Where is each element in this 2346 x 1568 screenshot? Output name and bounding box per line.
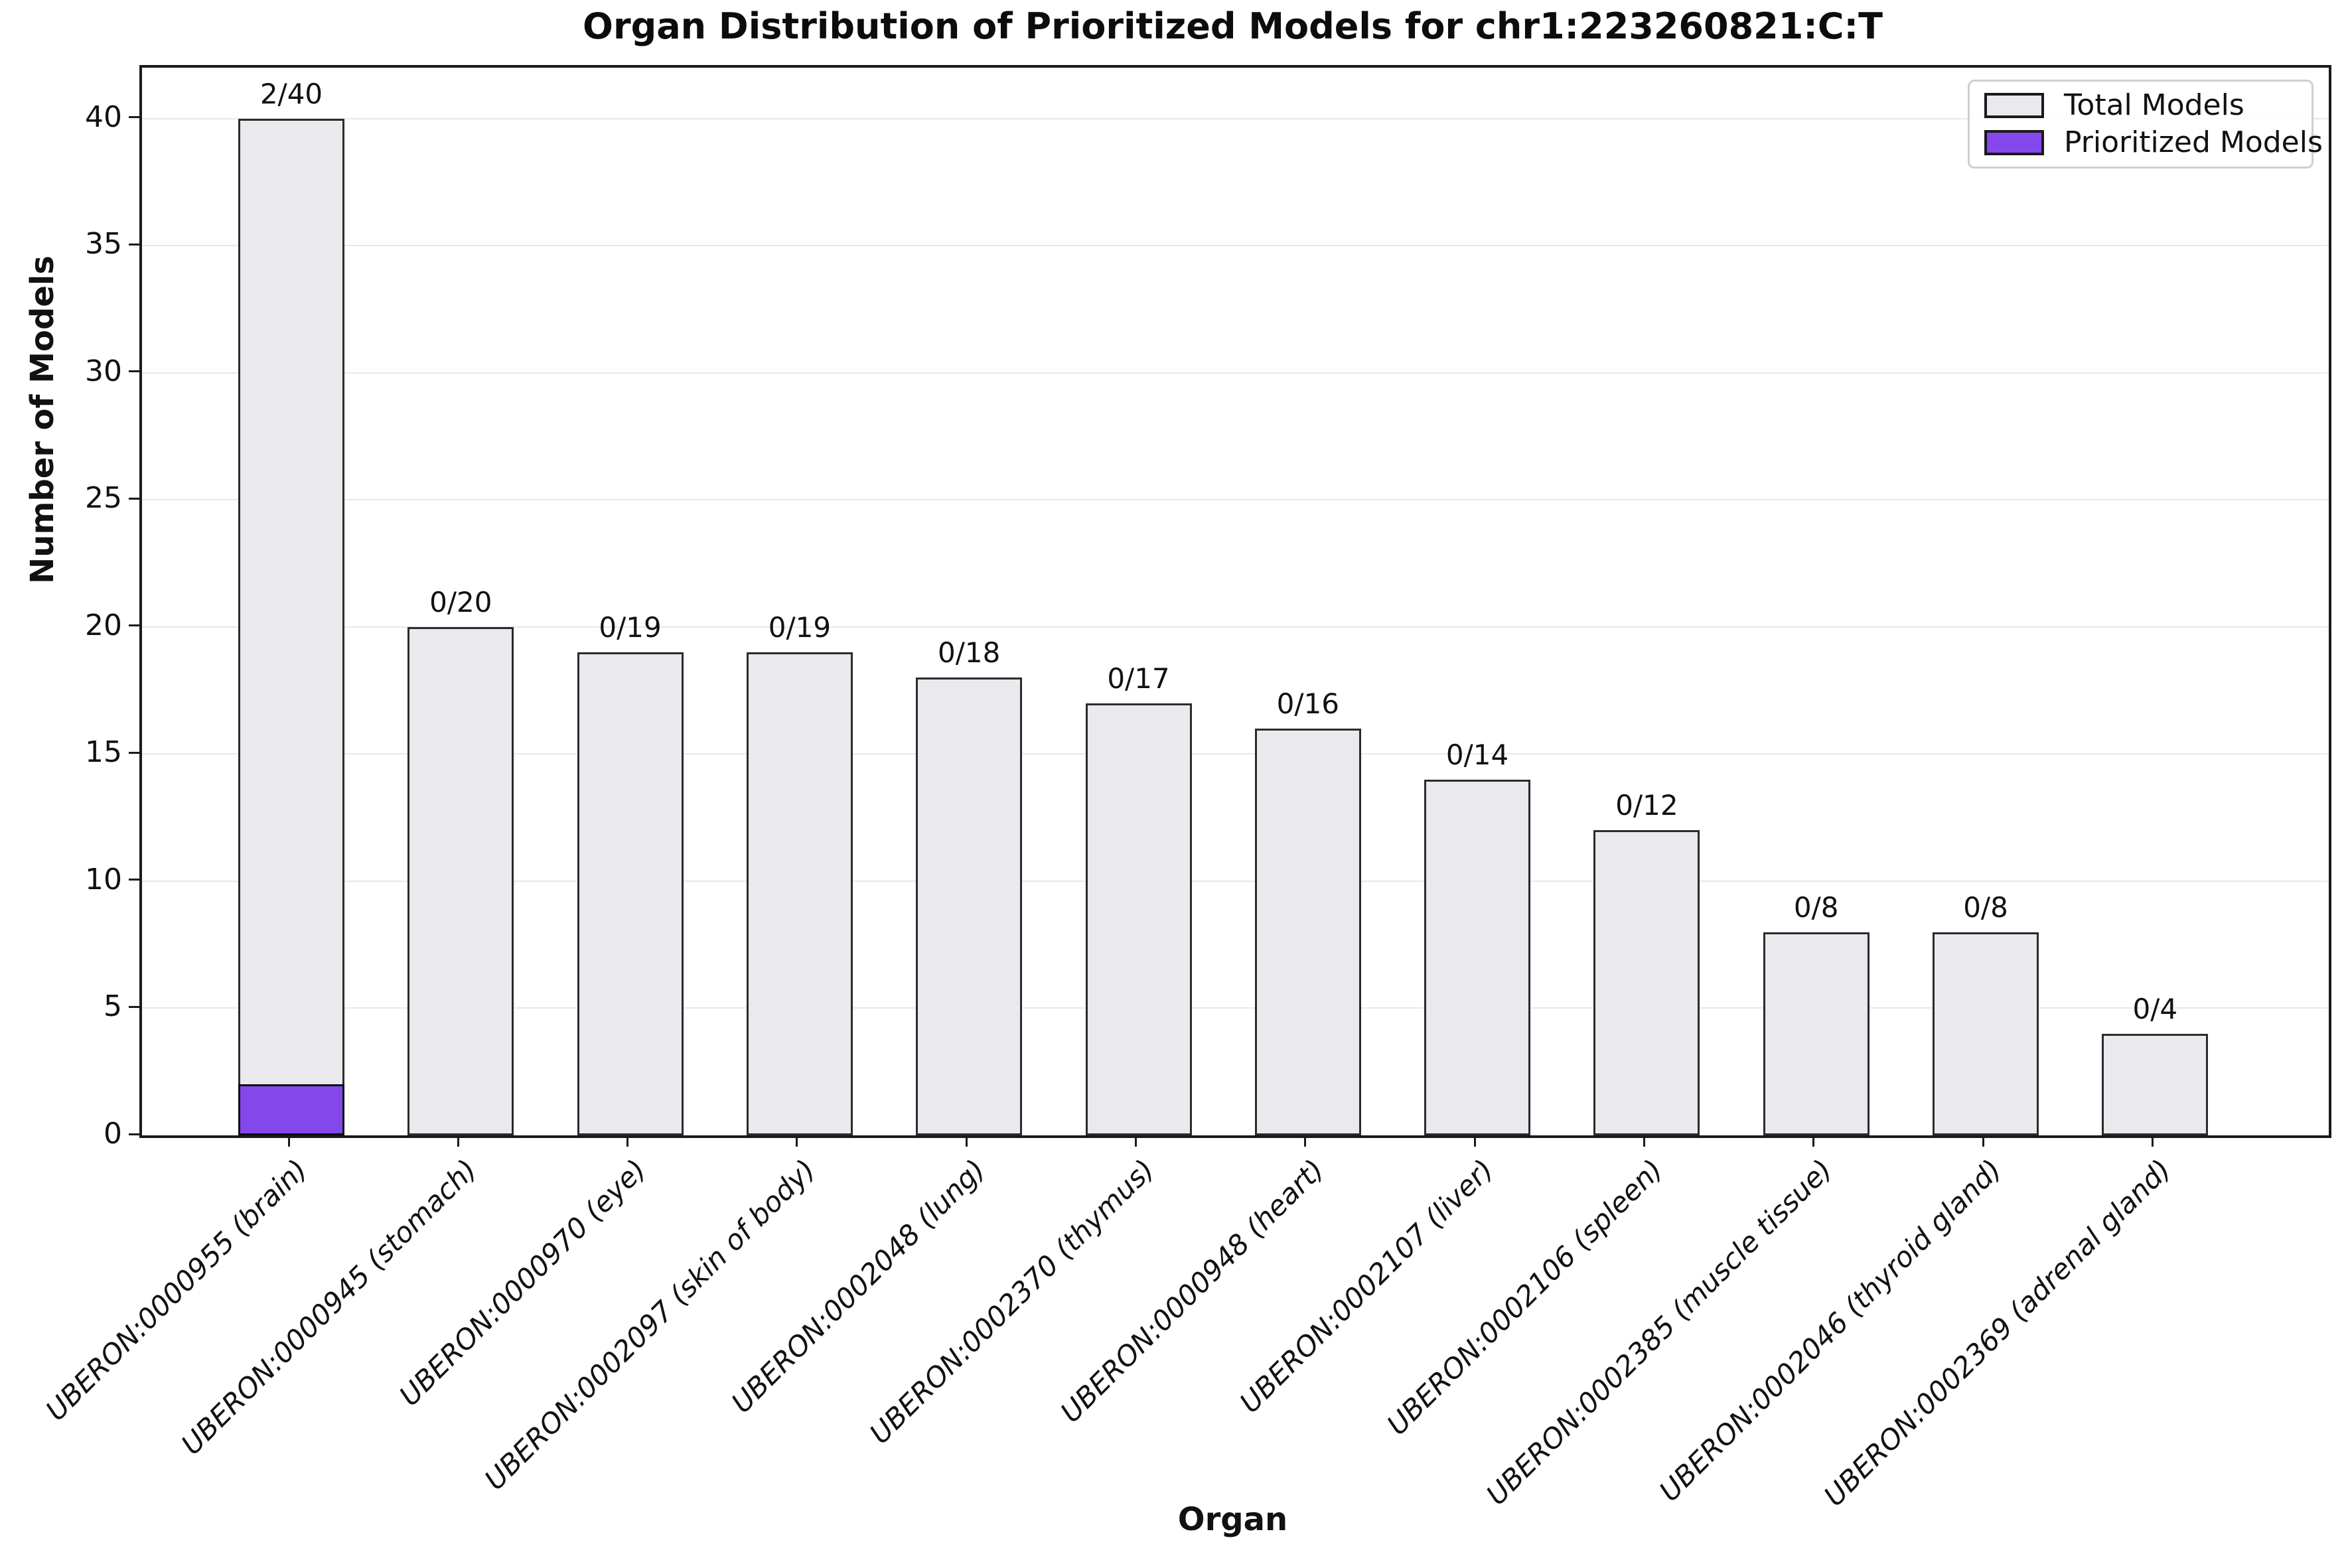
bar-total	[577, 652, 684, 1135]
legend-item-prioritized: Prioritized Models	[1984, 128, 2323, 157]
y-tick	[129, 243, 139, 246]
bar-total	[1593, 830, 1700, 1135]
y-axis-label: Number of Models	[24, 255, 61, 584]
y-tick-label: 30	[85, 354, 122, 388]
bar-total	[2102, 1033, 2209, 1135]
gridline	[142, 372, 2329, 374]
bar-value-label: 2/40	[259, 77, 323, 110]
x-tick-label: UBERON:0002106 (spleen)	[1380, 1153, 1669, 1442]
x-tick-label: UBERON:0002385 (muscle tissue)	[1479, 1153, 1838, 1512]
bar-total	[1254, 729, 1361, 1135]
bar-total	[1933, 932, 2039, 1135]
bar-total	[1085, 703, 1192, 1135]
y-tick	[129, 624, 139, 627]
y-tick-label: 5	[104, 989, 122, 1024]
bar-value-label: 0/17	[1107, 662, 1170, 695]
bar-value-label: 0/4	[2132, 992, 2178, 1025]
x-tick	[457, 1135, 459, 1147]
y-tick	[129, 751, 139, 754]
y-tick	[129, 879, 139, 881]
y-tick	[129, 1005, 139, 1008]
x-tick	[626, 1135, 629, 1147]
bar-value-label: 0/20	[429, 585, 492, 618]
bar-value-label: 0/8	[1963, 891, 2008, 924]
x-tick-label: UBERON:0002097 (skin of body)	[478, 1153, 822, 1496]
bar-value-label: 0/16	[1276, 687, 1339, 721]
x-tick	[2151, 1135, 2154, 1147]
bar-value-label: 0/19	[768, 611, 832, 644]
bar-total	[1424, 779, 1531, 1135]
y-tick	[129, 497, 139, 500]
bar-value-label: 0/8	[1793, 891, 1839, 924]
bar-value-label: 0/12	[1615, 789, 1678, 822]
x-tick	[965, 1135, 968, 1147]
gridline	[142, 245, 2329, 247]
x-axis-label: Organ	[1177, 1501, 1288, 1538]
legend-label-total: Total Models	[2064, 88, 2244, 122]
gridline	[142, 1007, 2329, 1009]
legend-label-prioritized: Prioritized Models	[2064, 125, 2323, 159]
bar-total	[238, 118, 344, 1135]
bar-prioritized	[238, 1084, 344, 1135]
gridline	[142, 117, 2329, 119]
x-tick-label: UBERON:0002369 (adrenal gland)	[1817, 1153, 2177, 1513]
x-tick	[1135, 1135, 1137, 1147]
x-tick	[1304, 1135, 1307, 1147]
legend-item-total: Total Models	[1984, 91, 2311, 120]
x-tick-label: UBERON:0002046 (thyroid gland)	[1652, 1153, 2008, 1508]
bar-value-label: 0/18	[938, 636, 1001, 670]
bar-total	[1763, 932, 1869, 1135]
y-tick-label: 35	[85, 227, 122, 261]
y-tick-label: 10	[85, 862, 122, 896]
x-tick	[1812, 1135, 1815, 1147]
gridline	[142, 753, 2329, 755]
gridline	[142, 499, 2329, 501]
prioritized-models-swatch	[1984, 130, 2044, 155]
y-tick-label: 40	[85, 100, 122, 134]
y-tick-label: 25	[85, 481, 122, 516]
total-models-swatch	[1984, 93, 2044, 118]
x-tick	[1643, 1135, 1645, 1147]
x-tick	[1982, 1135, 1984, 1147]
y-tick-label: 20	[85, 608, 122, 642]
x-tick-label: UBERON:0002370 (thymus)	[863, 1153, 1161, 1451]
y-tick	[129, 116, 139, 119]
legend: Total Models Prioritized Models	[1968, 80, 2323, 169]
gridline	[142, 880, 2329, 882]
bar-total	[916, 677, 1023, 1135]
x-tick	[1473, 1135, 1476, 1147]
y-tick-label: 15	[85, 735, 122, 770]
chart-title: Organ Distribution of Prioritized Models…	[583, 5, 1883, 47]
bar-value-label: 0/19	[599, 611, 662, 644]
x-tick	[287, 1135, 290, 1147]
bar-value-label: 0/14	[1445, 738, 1509, 771]
y-tick	[129, 370, 139, 373]
plot-area: 2/40 0/20 0/19 0/19 0/18 0/17 0/16 0/14 0/12 0/8 0…	[139, 65, 2331, 1138]
gridline	[142, 626, 2329, 628]
x-tick	[796, 1135, 798, 1147]
y-tick-label: 0	[104, 1117, 122, 1151]
bar-total	[407, 626, 514, 1135]
x-tick-label: UBERON:0000945 (stomach)	[175, 1153, 483, 1461]
y-tick	[129, 1133, 139, 1135]
bar-total	[746, 652, 853, 1135]
